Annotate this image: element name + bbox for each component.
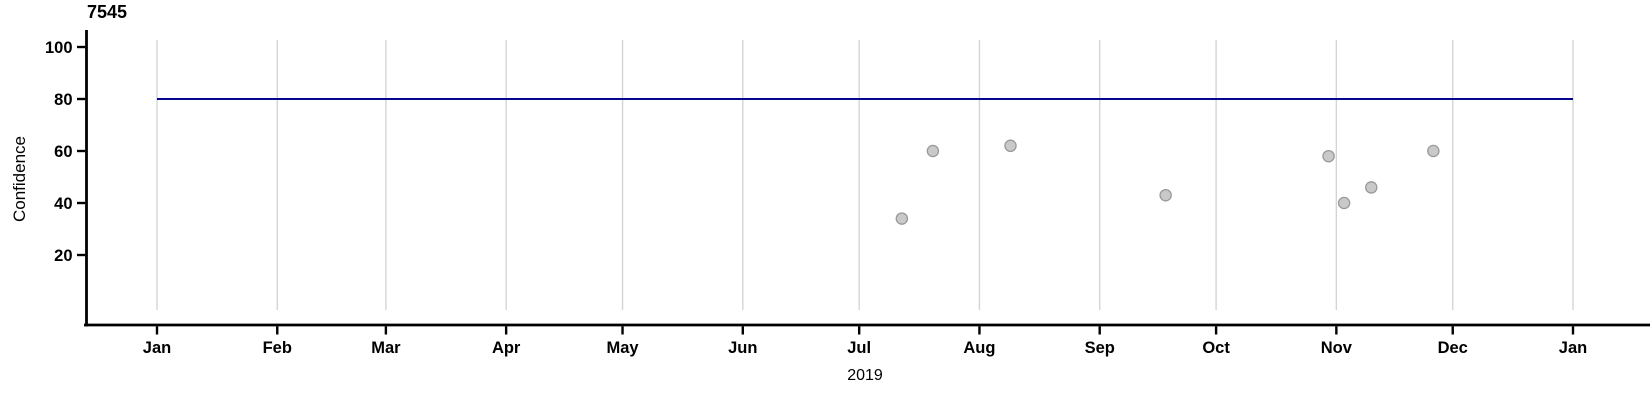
x-tick-label: Oct [1202, 339, 1230, 357]
data-point [1365, 181, 1378, 194]
x-tick-label: Jan [143, 339, 171, 357]
x-tick-label: Mar [371, 339, 401, 357]
x-tick-label: Dec [1438, 339, 1468, 357]
x-tick-label: Nov [1321, 339, 1353, 357]
data-point [926, 144, 940, 158]
x-tick-label: Jan [1559, 339, 1587, 357]
data-point [1427, 144, 1440, 158]
data-point [1322, 149, 1335, 163]
y-tick-label: 80 [54, 91, 72, 109]
data-point [1337, 196, 1351, 210]
x-tick-label: Apr [492, 339, 521, 357]
x-tick-label: Feb [263, 339, 292, 357]
x-tick-label: May [606, 339, 639, 357]
data-point [1004, 139, 1017, 153]
x-tick-label: Jun [728, 339, 757, 357]
x-axis-title: 2019 [847, 367, 883, 384]
data-point [895, 212, 909, 225]
y-tick-label: 20 [54, 247, 72, 265]
x-tick-label: Aug [963, 339, 995, 357]
chart-title: 7545 [87, 2, 128, 22]
y-tick-label: 40 [54, 195, 72, 213]
y-tick-label: 60 [54, 143, 72, 161]
x-tick-label: Jul [847, 339, 871, 357]
y-axis-title: Confidence [10, 135, 29, 223]
data-point [1159, 188, 1172, 202]
y-tick-label: 100 [45, 39, 73, 57]
x-tick-label: Sep [1085, 339, 1115, 357]
